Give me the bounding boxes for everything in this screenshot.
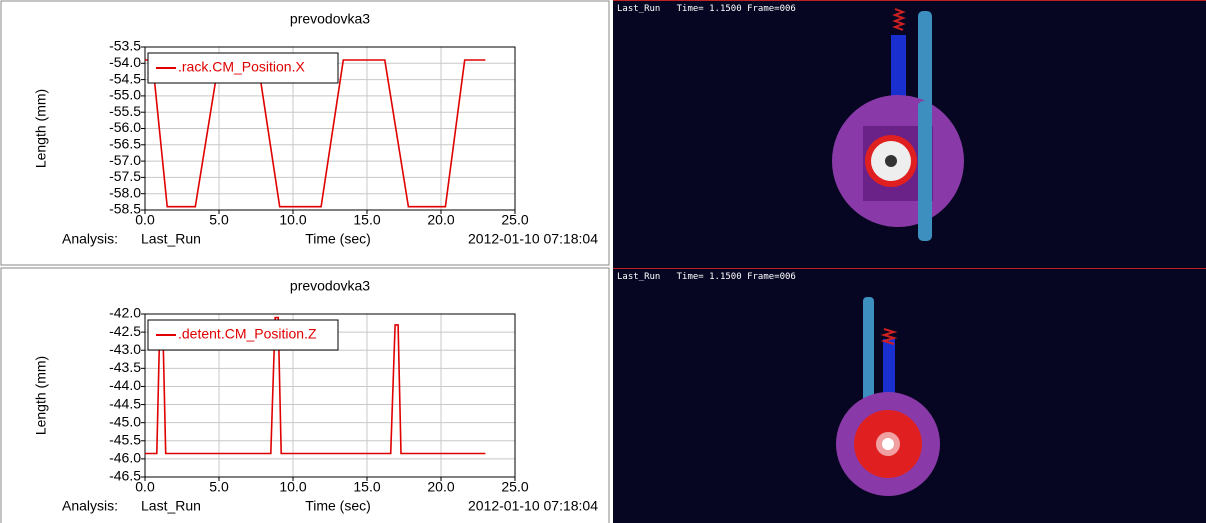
panel-border <box>0 267 610 523</box>
x-axis-label: Time (sec) <box>305 498 371 514</box>
plot-frame <box>144 46 516 211</box>
time: Time= 1.1500 <box>676 272 742 282</box>
y-tick-label: -56.0 <box>109 119 141 135</box>
hub <box>882 438 894 450</box>
frame: Frame=006 <box>747 4 796 14</box>
legend-box <box>147 52 339 84</box>
model-view <box>832 8 964 241</box>
x-tick-label: 20.0 <box>427 212 454 228</box>
legend-box <box>147 319 339 351</box>
y-tick-label: -55.0 <box>109 87 141 103</box>
viewport: Last_Run Time= 1.1500 Frame=006 <box>613 269 1206 523</box>
frame: Frame=006 <box>747 272 796 282</box>
y-tick-label: -42.5 <box>109 323 141 339</box>
time: Time= 1.1500 <box>676 4 742 14</box>
timestamp: 2012-01-10 07:18:04 <box>468 498 598 514</box>
y-tick-label: -46.5 <box>109 468 141 484</box>
viewport-label: Last_Run Time= 1.1500 Frame=006 <box>617 4 796 14</box>
x-tick-label: 5.0 <box>209 479 229 495</box>
analysis-name: Last_Run <box>617 4 661 14</box>
legend-entry: .rack.CM_Position.X <box>178 59 305 75</box>
analysis-name: Last_Run <box>617 272 661 282</box>
y-tick-label: -42.0 <box>109 305 141 321</box>
y-tick-label: -44.5 <box>109 395 141 411</box>
y-tick-label: -44.0 <box>109 377 141 393</box>
y-tick-label: -45.5 <box>109 431 141 447</box>
analysis-label: Analysis: <box>62 231 118 247</box>
y-axis-label: Length (mm) <box>33 356 49 435</box>
rack <box>891 35 906 105</box>
analysis-label: Analysis: <box>62 498 118 514</box>
spring <box>892 8 906 31</box>
x-tick-label: 25.0 <box>501 212 528 228</box>
x-tick-label: 5.0 <box>209 212 229 228</box>
analysis-name: Last_Run <box>141 498 201 514</box>
y-tick-label: -57.5 <box>109 168 141 184</box>
plot-frame <box>144 313 516 478</box>
shaft-front <box>918 101 932 231</box>
spring <box>880 328 898 345</box>
x-axis-label: Time (sec) <box>305 231 371 247</box>
viewport: Last_Run Time= 1.1500 Frame=006 <box>613 0 1206 269</box>
x-tick-label: 20.0 <box>427 479 454 495</box>
y-tick-label: -43.0 <box>109 341 141 357</box>
y-tick-label: -45.0 <box>109 413 141 429</box>
chart-title: prevodovka3 <box>290 11 370 27</box>
chart-title: prevodovka3 <box>290 278 370 294</box>
legend-entry: .detent.CM_Position.Z <box>178 326 317 342</box>
x-tick-label: 25.0 <box>501 479 528 495</box>
x-tick-label: 15.0 <box>353 479 380 495</box>
analysis-name: Last_Run <box>141 231 201 247</box>
y-tick-label: -43.5 <box>109 359 141 375</box>
y-tick-label: -46.0 <box>109 450 141 466</box>
chart-panel: prevodovka3 Length (mm) Time (sec) Analysis… <box>0 0 610 266</box>
y-axis-label: Length (mm) <box>33 89 49 168</box>
y-tick-label: -53.5 <box>109 38 141 54</box>
y-tick-label: -56.5 <box>109 136 141 152</box>
viewport-label: Last_Run Time= 1.1500 Frame=006 <box>617 272 796 282</box>
panel-border <box>0 0 610 266</box>
data-line <box>145 59 486 208</box>
timestamp: 2012-01-10 07:18:04 <box>468 231 598 247</box>
plot-panels: prevodovka3 Length (mm) Time (sec) Analysis… <box>0 0 610 523</box>
rack <box>883 339 895 399</box>
shaft <box>863 297 874 407</box>
x-tick-label: 0.0 <box>135 479 155 495</box>
x-tick-label: 10.0 <box>279 212 306 228</box>
x-tick-label: 15.0 <box>353 212 380 228</box>
chart-panel: prevodovka3 Length (mm) Time (sec) Analysis… <box>0 267 610 523</box>
y-tick-label: -57.0 <box>109 152 141 168</box>
y-tick-label: -54.0 <box>109 54 141 70</box>
y-tick-label: -58.5 <box>109 201 141 217</box>
hub <box>885 155 897 167</box>
y-tick-label: -54.5 <box>109 70 141 86</box>
model-view <box>836 297 940 496</box>
y-tick-label: -58.0 <box>109 184 141 200</box>
x-tick-label: 10.0 <box>279 479 306 495</box>
y-tick-label: -55.5 <box>109 103 141 119</box>
x-tick-label: 0.0 <box>135 212 155 228</box>
